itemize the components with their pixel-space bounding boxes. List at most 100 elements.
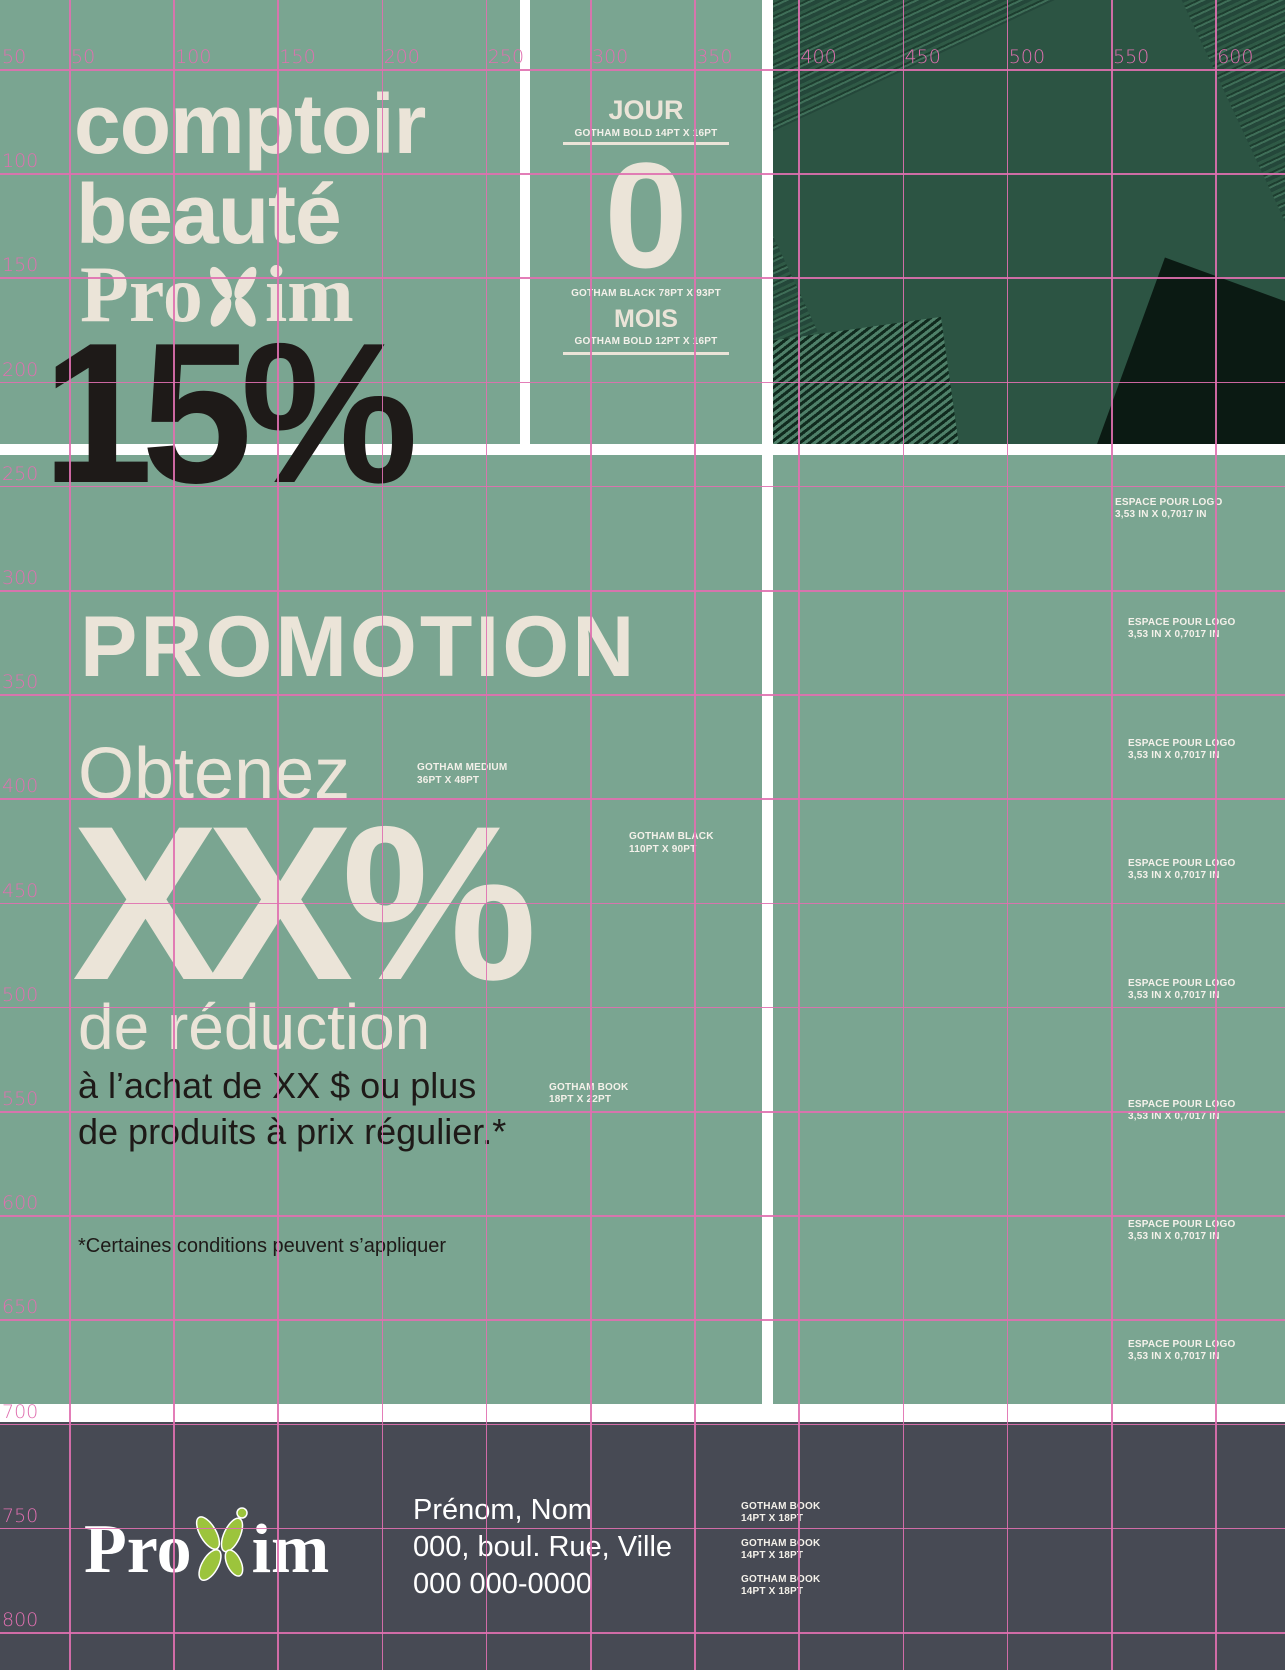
grid-line-vertical	[694, 0, 696, 1670]
footer-spec-label: GOTHAM BOOK	[741, 1501, 821, 1512]
grid-line-vertical	[798, 0, 800, 1670]
grid-line-vertical	[173, 0, 175, 1670]
grid-label-top: 150	[279, 46, 316, 68]
contact-address: 000, boul. Rue, Ville	[413, 1531, 673, 1563]
condition-line-1: à l’achat de XX $ ou plus	[78, 1065, 477, 1106]
grid-line-vertical	[485, 0, 488, 1670]
condition-line-2: de produits à prix régulier.*	[78, 1111, 507, 1152]
grid-label-left: 400	[2, 775, 39, 798]
grid-label-left: 700	[2, 1400, 39, 1423]
grid-label-top: 400	[800, 46, 837, 68]
footer-spec-label: GOTHAM BOOK	[741, 1574, 821, 1585]
logo-space-label: ESPACE POUR LOGO	[1128, 1219, 1236, 1230]
title-panel	[0, 0, 520, 444]
grid-line-horizontal	[0, 485, 1285, 488]
grid-line-vertical	[1111, 0, 1113, 1670]
grid-line-vertical	[590, 0, 592, 1670]
promo-panel	[0, 455, 762, 1404]
title-line-1: comptoir	[74, 77, 426, 171]
reduction-text: de réduction	[78, 991, 431, 1063]
grid-line-vertical	[1006, 0, 1009, 1670]
leaf-x-icon	[209, 266, 257, 327]
logo-space-label: 3,53 IN X 0,7017 IN	[1128, 629, 1220, 640]
grid-line-vertical	[277, 0, 279, 1670]
promotion-title: PROMOTION	[80, 599, 638, 695]
grid-label-left: 150	[2, 254, 39, 277]
grid-label-left: 200	[2, 358, 39, 381]
grid-label-top: 50	[71, 46, 96, 68]
grid-label-left: 600	[2, 1192, 39, 1215]
grid-line-horizontal	[0, 69, 1285, 71]
grid-line-vertical	[69, 0, 71, 1670]
amount-spec-1: GOTHAM BLACK	[629, 831, 714, 842]
grid-line-vertical	[381, 0, 384, 1670]
proxim-logo-beige: Pro im	[80, 251, 354, 339]
logo-space-label: ESPACE POUR LOGO	[1128, 858, 1236, 869]
grid-line-horizontal	[0, 590, 1285, 592]
obtain-spec-1: GOTHAM MEDIUM	[417, 762, 508, 773]
grid-line-horizontal	[0, 1319, 1285, 1321]
disclaimer: *Certaines conditions peuvent s’applique…	[78, 1235, 447, 1257]
grid-line-horizontal	[0, 1006, 1285, 1009]
grid-line-horizontal	[0, 173, 1285, 175]
logo-space-label: 3,53 IN X 0,7017 IN	[1128, 1111, 1220, 1122]
logo-space-label: ESPACE POUR LOGO	[1128, 978, 1236, 989]
grid-line-horizontal	[0, 1215, 1285, 1217]
logo-space-label: 3,53 IN X 0,7017 IN	[1128, 750, 1220, 761]
logo-space-label: 3,53 IN X 0,7017 IN	[1128, 990, 1220, 1001]
grid-label-left: 500	[2, 983, 39, 1006]
grid-label-top: 450	[904, 46, 941, 68]
logo-space-label: 3,53 IN X 0,7017 IN	[1115, 509, 1207, 520]
grid-label-left: 550	[2, 1088, 39, 1110]
grid-label-left: 750	[2, 1504, 39, 1527]
grid-line-vertical	[1215, 0, 1217, 1670]
value-spec: GOTHAM BLACK 78PT X 93PT	[571, 288, 721, 299]
logo-space-label: 3,53 IN X 0,7017 IN	[1128, 1231, 1220, 1242]
logo-space-panel	[773, 455, 1285, 1404]
date-panel	[530, 0, 762, 444]
grid-label-left: 250	[2, 462, 39, 485]
grid-line-horizontal	[0, 1111, 1285, 1113]
day-underline	[563, 142, 729, 145]
grid-label-left: 300	[2, 567, 39, 589]
grid-line-horizontal	[0, 902, 1285, 905]
grid-label-left: 50	[2, 46, 27, 68]
grid-line-vertical	[902, 0, 905, 1670]
grid-line-horizontal	[0, 1632, 1285, 1634]
grid-label-top: 350	[696, 46, 733, 68]
discount-percent: 15%	[42, 302, 418, 525]
contact-phone: 000 000-0000	[413, 1568, 592, 1600]
logo-space-label: 3,53 IN X 0,7017 IN	[1128, 1351, 1220, 1362]
title-line-2: beauté	[76, 167, 342, 261]
proxim-logo: Pro im	[84, 1505, 329, 1585]
footer-spec-label: 14PT X 18PT	[741, 1586, 804, 1597]
contact-name: Prénom, Nom	[413, 1494, 592, 1526]
grid-line-horizontal	[0, 1527, 1285, 1530]
month-underline	[563, 352, 729, 355]
obtain-text: Obtenez	[78, 734, 351, 814]
grid-label-top: 250	[487, 46, 525, 68]
amount-spec-2: 110PT X 90PT	[629, 844, 697, 855]
grid-label-top: 200	[383, 46, 420, 68]
grid-line-horizontal	[0, 1423, 1285, 1426]
grid-label-left: 650	[2, 1296, 39, 1319]
month-spec: GOTHAM BOLD 12PT X 16PT	[574, 336, 718, 347]
logo-space-label: ESPACE POUR LOGO	[1115, 497, 1223, 508]
grid-label-top: 500	[1008, 46, 1046, 68]
grid-label-left: 450	[2, 879, 39, 902]
day-value: 0	[604, 131, 688, 299]
leaf-x-icon	[195, 1507, 248, 1582]
month-label: MOIS	[614, 305, 678, 333]
grid-line-horizontal	[0, 798, 1285, 800]
logo-space-label: ESPACE POUR LOGO	[1128, 1339, 1236, 1350]
grid-label-top: 300	[592, 46, 629, 68]
grid-line-horizontal	[0, 694, 1285, 696]
day-label: JOUR	[608, 95, 684, 125]
grid-line-horizontal	[0, 381, 1285, 384]
grid-label-top: 550	[1113, 46, 1150, 68]
footer-spec-label: GOTHAM BOOK	[741, 1538, 821, 1549]
condition-spec-1: GOTHAM BOOK	[549, 1082, 629, 1093]
footer-spec-label: 14PT X 18PT	[741, 1550, 804, 1561]
grid-label-left: 100	[2, 150, 39, 173]
green-paint-texture-image	[773, 0, 1285, 444]
